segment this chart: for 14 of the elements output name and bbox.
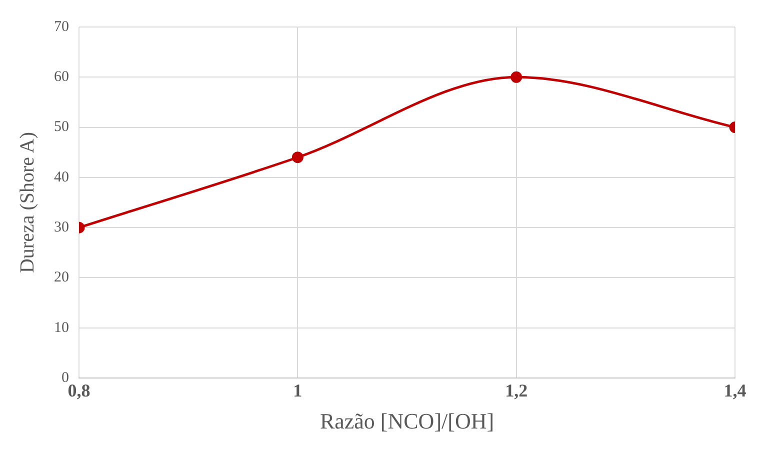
y-tick-label: 10	[54, 320, 69, 336]
y-tick-label: 60	[54, 69, 69, 86]
y-tick-label: 50	[54, 119, 69, 136]
y-tick-label: 30	[54, 220, 69, 236]
y-tick-label: 0	[62, 370, 69, 386]
x-tick-label: 0,8	[68, 380, 90, 400]
y-axis-title: Dureza (Shore A)	[16, 132, 38, 274]
x-axis-title: Razão [NCO]/[OH]	[320, 408, 494, 434]
x-tick-label: 1,2	[505, 380, 528, 400]
x-tick-label: 1,4	[724, 380, 746, 400]
y-tick-label: 20	[54, 270, 69, 286]
y-tick-label: 70	[54, 18, 69, 35]
x-tick-label: 1	[293, 380, 302, 400]
y-tick-label: 40	[54, 169, 69, 186]
